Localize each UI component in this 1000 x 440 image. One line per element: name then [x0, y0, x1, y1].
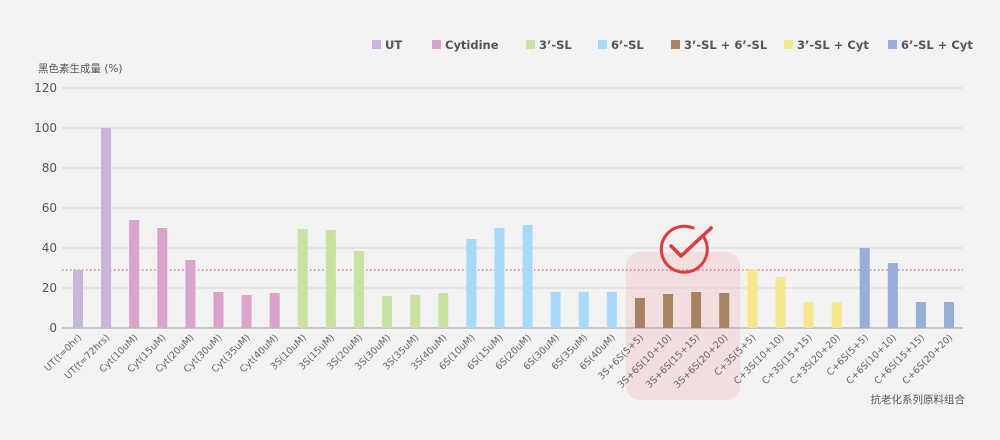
bar	[325, 230, 336, 328]
bar	[691, 292, 702, 328]
bar	[382, 296, 393, 328]
bar	[410, 295, 421, 328]
legend-label: UT	[385, 38, 402, 52]
legend-label: Cytidine	[445, 38, 499, 52]
legend-swatch	[432, 40, 441, 49]
bar	[831, 302, 842, 328]
bar	[297, 229, 308, 328]
bar	[550, 292, 561, 328]
legend-swatch	[598, 40, 607, 49]
y-axis-title: 黑色素生成量 (%)	[38, 62, 123, 75]
bar	[719, 293, 730, 328]
bar	[73, 270, 83, 328]
check-mark-icon	[659, 224, 713, 274]
legend-item: UT	[372, 38, 402, 52]
legend-item: 3’-SL	[526, 38, 572, 52]
bar	[101, 128, 112, 328]
bar	[775, 277, 786, 328]
category-labels: UT(t=0hr)UT(t=72hrs)Cyt(10uM)Cyt(15uM)Cy…	[43, 332, 956, 390]
bar	[859, 248, 870, 328]
bar	[803, 302, 814, 328]
bar	[129, 220, 140, 328]
bars	[73, 128, 954, 328]
legend-item: 3’-SL + Cyt	[784, 38, 869, 52]
legend-swatch	[888, 40, 897, 49]
y-tick-label: 60	[42, 201, 57, 215]
legend-label: 3’-SL	[539, 38, 572, 52]
legend-label: 3’-SL + Cyt	[797, 38, 869, 52]
bar	[157, 228, 168, 328]
bar	[606, 292, 617, 328]
legend-label: 6’-SL	[611, 38, 644, 52]
y-tick-label: 100	[34, 121, 57, 135]
bar	[522, 225, 533, 328]
bar	[241, 295, 252, 328]
legend-swatch	[372, 40, 381, 49]
legend-swatch	[671, 40, 680, 49]
x-tick-label: C+6S(20+20)	[901, 332, 956, 387]
highlight-box	[625, 252, 741, 400]
legend-label: 6’-SL + Cyt	[901, 38, 973, 52]
bar	[269, 293, 280, 328]
y-tick-label: 0	[49, 321, 57, 335]
bar	[466, 239, 477, 328]
bar	[663, 294, 674, 328]
legend: UT Cytidine 3’-SL 6’-SL 3’-SL + 6’-SL 3’-SL +…	[372, 38, 973, 52]
legend-item: 6’-SL	[598, 38, 644, 52]
legend-label: 3’-SL + 6’-SL	[684, 38, 768, 52]
y-tick-label: 20	[42, 281, 57, 295]
bar	[747, 269, 758, 328]
y-tick-label: 40	[42, 241, 57, 255]
check-mark-layer	[659, 224, 713, 274]
bar	[213, 292, 224, 328]
y-tick-label: 120	[34, 81, 57, 95]
legend-item: 3’-SL + 6’-SL	[671, 38, 768, 52]
y-tick-label: 80	[42, 161, 57, 175]
bar	[887, 263, 898, 328]
legend-item: Cytidine	[432, 38, 499, 52]
bar	[915, 302, 926, 328]
x-axis-title: 抗老化系列原料组合	[871, 393, 966, 406]
bar	[578, 292, 589, 328]
bar	[494, 228, 505, 328]
legend-item: 6’-SL + Cyt	[888, 38, 973, 52]
legend-swatch	[526, 40, 535, 49]
bar	[185, 260, 196, 328]
legend-swatch	[784, 40, 793, 49]
highlight-layer	[625, 252, 741, 400]
bar	[634, 298, 645, 328]
bar	[944, 302, 954, 328]
bar	[438, 293, 449, 328]
gridlines: 0 20 40 60 80 100 120	[34, 81, 963, 335]
bar	[353, 251, 364, 328]
